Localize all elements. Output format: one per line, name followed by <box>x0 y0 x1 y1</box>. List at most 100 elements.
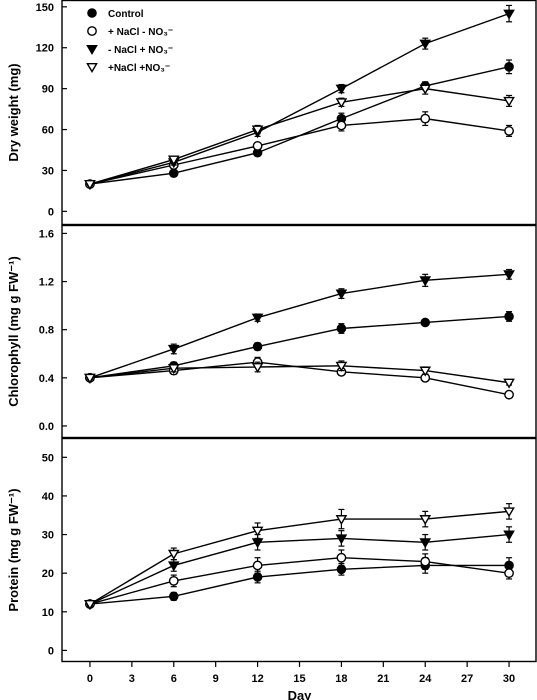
data-point <box>419 366 432 377</box>
data-point <box>420 317 431 328</box>
legend-marker <box>86 62 98 74</box>
x-tick-label: 15 <box>293 673 305 685</box>
data-point <box>420 113 431 124</box>
y-tick-label: 30 <box>42 165 54 177</box>
data-point <box>419 538 432 549</box>
data-point <box>419 276 432 287</box>
series-line <box>89 66 510 185</box>
x-tick-label: 6 <box>171 673 177 685</box>
y-tick-label: 1.2 <box>39 277 54 289</box>
data-point <box>84 600 96 611</box>
series-line <box>89 117 510 185</box>
data-point <box>252 141 263 151</box>
data-point <box>335 84 348 95</box>
series-4 <box>84 360 515 389</box>
x-tick-label: 30 <box>503 673 515 685</box>
x-tick-label: 9 <box>213 673 219 685</box>
y-tick-label: 50 <box>42 452 54 464</box>
data-point <box>419 515 432 526</box>
data-point <box>252 341 263 352</box>
x-tick-label: 0 <box>87 673 93 685</box>
data-point <box>168 168 179 178</box>
data-point <box>168 575 179 586</box>
y-tick-label: 30 <box>42 530 54 542</box>
panel-1: 0 30 60 90 120 150 Dry weight (mg) <box>6 0 537 226</box>
data-point <box>503 507 515 518</box>
series-3 <box>84 268 515 384</box>
data-point <box>336 564 347 575</box>
data-point <box>251 125 264 136</box>
series-line <box>89 12 510 185</box>
series-line <box>89 533 510 605</box>
y-tick-label: 20 <box>42 568 54 580</box>
data-point <box>503 9 515 20</box>
y-tick-label: 10 <box>42 607 54 619</box>
legend-entry: Control <box>87 8 144 20</box>
panel-3: 0 10 20 30 40 50 0 3 6 9 12 15 18 21 24 27 30 Protein (mg… <box>6 437 537 700</box>
legend-entry: + NaCl - NO₃⁻ <box>87 26 173 38</box>
y-tick-label: 0.4 <box>39 373 55 385</box>
data-point <box>503 378 515 389</box>
data-point <box>168 591 179 602</box>
series-line <box>89 557 510 605</box>
series-2 <box>85 549 514 609</box>
x-tick-label: 12 <box>251 673 263 685</box>
data-point <box>167 155 180 166</box>
legend-marker <box>86 44 98 56</box>
series-2 <box>85 356 514 400</box>
y-tick-label: 1.6 <box>39 228 54 240</box>
legend-entry: - NaCl + NO₃⁻ <box>86 44 173 56</box>
y-tick-label: 90 <box>42 84 54 96</box>
y-tick-label: 60 <box>42 125 54 137</box>
y-tick-label: 150 <box>36 2 54 14</box>
data-point <box>503 96 515 107</box>
legend-label: - NaCl + NO₃⁻ <box>108 45 173 56</box>
y-tick-label: 40 <box>42 491 54 503</box>
data-point <box>336 120 347 131</box>
legend-marker <box>87 8 97 18</box>
data-point <box>84 180 96 191</box>
data-point <box>335 534 348 545</box>
data-point <box>167 344 180 355</box>
series-4 <box>84 82 515 191</box>
panel-frame <box>61 437 537 663</box>
data-point <box>84 373 96 384</box>
legend-label: + NaCl - NO₃⁻ <box>108 27 173 38</box>
x-tick-label: 3 <box>129 673 135 685</box>
y-axis-title: Dry weight (mg) <box>6 63 21 161</box>
series-line <box>89 510 510 605</box>
data-point <box>251 362 264 374</box>
data-point <box>504 62 514 72</box>
data-point <box>167 561 180 572</box>
data-point <box>167 364 180 375</box>
y-tick-label: 120 <box>36 43 54 55</box>
y-tick-label: 0 <box>48 645 54 657</box>
series-line <box>89 564 510 605</box>
data-point <box>336 323 347 334</box>
y-tick-label: 0.8 <box>39 325 54 337</box>
data-point <box>503 530 515 541</box>
y-tick-label: 0.0 <box>39 421 54 433</box>
x-tick-label: 27 <box>461 673 473 685</box>
chart-legend: Control + NaCl - NO₃⁻ - NaCl + NO₃⁻ +NaCl +… <box>86 8 173 74</box>
data-point <box>419 39 432 50</box>
data-point <box>167 549 180 560</box>
legend-entry: +NaCl +NO₃⁻ <box>86 62 170 74</box>
legend-label: +NaCl +NO₃⁻ <box>108 63 170 74</box>
data-point <box>252 560 263 571</box>
y-tick-label: 0 <box>48 206 54 218</box>
series-line <box>89 87 510 185</box>
data-point <box>504 311 514 322</box>
data-point <box>335 98 348 109</box>
panel-frame <box>61 224 537 439</box>
x-tick-label: 24 <box>419 673 432 685</box>
x-tick-label: 18 <box>335 673 347 685</box>
series-line <box>89 365 510 384</box>
data-point <box>251 526 264 537</box>
x-tick-label: 21 <box>377 673 389 685</box>
panel-frame <box>61 0 537 226</box>
data-point <box>251 313 264 324</box>
series-line <box>89 273 510 379</box>
